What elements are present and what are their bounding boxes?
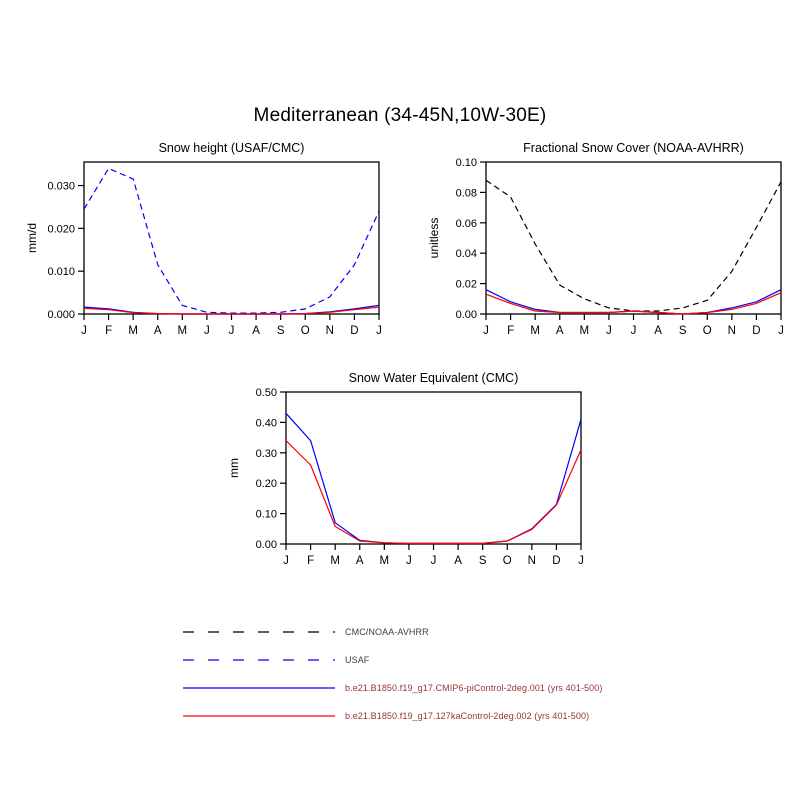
series-line [83,306,380,315]
y-tick-label: 0.08 [456,187,477,199]
y-tick-label: 0.00 [456,309,477,321]
x-tick-label: A [454,555,462,567]
x-tick-label: N [528,555,536,567]
legend-item: USAF [183,654,602,666]
y-tick-label: 0.010 [47,266,75,278]
x-tick-label: M [330,555,340,567]
x-tick-label: D [350,325,358,337]
plot-box [83,161,380,315]
y-tick-label: 0.06 [456,218,477,230]
series-line [485,292,782,315]
y-tick-label: 0.030 [47,181,75,193]
y-tick-label: 0.10 [456,157,477,169]
x-tick-label: J [283,555,289,567]
x-tick-label: O [703,325,712,337]
y-tick-label: 0.50 [256,387,277,399]
x-tick-label: M [530,325,540,337]
x-tick-label: A [154,325,162,337]
chart-svg: Snow height (USAF/CMC) 0.000 0.010 0.020 0.0… [25,141,382,337]
y-tick-label: 0.30 [256,448,277,460]
figure-title: Mediterranean (34-45N,10W-30E) [253,105,547,126]
y-tick-label: 0.40 [256,417,277,429]
panel-title: Snow Water Equivalent (CMC) [349,371,519,385]
x-tick-label: J [406,555,412,567]
x-tick-label: M [128,325,138,337]
x-tick-label: J [631,325,637,337]
x-tick-label: N [728,325,736,337]
y-tick-label: 0.00 [256,539,277,551]
plot-box [285,391,582,545]
chart-snow-height: Snow height (USAF/CMC) 0.000 0.010 0.020 0.0… [22,138,394,365]
series-line [485,289,782,315]
x-tick-label: S [479,555,487,567]
x-tick-label: J [81,325,87,337]
x-tick-label: J [578,555,584,567]
legend-line-sample [183,687,335,689]
x-tick-label: J [606,325,612,337]
chart-fractional-snow-cover: Fractional Snow Cover (NOAA-AVHRR) 0.00 0.… [424,138,796,365]
x-tick-label: M [178,325,188,337]
x-tick-label: D [752,325,760,337]
chart-svg: Fractional Snow Cover (NOAA-AVHRR) 0.00 0.… [427,141,784,337]
chart-snow-water-equivalent: Snow Water Equivalent (CMC) 0.00 0.10 0.20 0… [224,368,596,595]
x-tick-label: A [654,325,662,337]
legend-label: USAF [345,655,370,665]
legend-label: b.e21.B1850.f19_g17.CMIP6-piControl-2deg… [345,683,603,693]
x-tick-label: F [105,325,112,337]
x-tick-label: A [252,325,260,337]
legend-label: CMC/NOAA-AVHRR [345,627,429,637]
x-tick-label: J [229,325,235,337]
x-tick-label: M [380,555,390,567]
y-tick-label: 0.20 [256,478,277,490]
x-tick-label: M [580,325,590,337]
legend-label: b.e21.B1850.f19_g17.127kaControl-2deg.00… [345,711,590,721]
legend-line-sample [183,659,335,661]
panel-title: Snow height (USAF/CMC) [159,141,305,155]
x-tick-label: O [503,555,512,567]
legend-line-sample [183,715,335,717]
legend: CMC/NOAA-AVHRR USAF b.e21.B1850.f19_g17.CM… [183,626,602,738]
plot-box [485,161,782,315]
x-tick-label: J [204,325,210,337]
series-line [83,167,380,314]
chart-svg: Snow Water Equivalent (CMC) 0.00 0.10 0.20 0… [227,371,584,567]
x-tick-label: J [431,555,437,567]
panel-title: Fractional Snow Cover (NOAA-AVHRR) [523,141,744,155]
series-line [285,440,582,544]
x-tick-label: F [307,555,314,567]
x-tick-label: J [778,325,784,337]
series-line [485,179,782,312]
legend-item: b.e21.B1850.f19_g17.127kaControl-2deg.00… [183,710,602,722]
y-axis-label: mm/d [25,223,39,253]
x-tick-label: D [552,555,560,567]
x-tick-label: S [679,325,687,337]
x-tick-label: A [556,325,564,337]
y-tick-label: 0.000 [47,309,75,321]
legend-item: CMC/NOAA-AVHRR [183,626,602,638]
y-tick-label: 0.020 [47,223,75,235]
y-tick-label: 0.02 [456,279,477,291]
legend-item: b.e21.B1850.f19_g17.CMIP6-piControl-2deg… [183,682,602,694]
x-tick-label: J [376,325,382,337]
y-axis-label: mm [227,458,241,478]
x-tick-label: N [326,325,334,337]
y-axis-label: unitless [427,218,441,259]
y-tick-label: 0.10 [256,509,277,521]
y-tick-label: 0.04 [456,248,477,260]
x-tick-label: F [507,325,514,337]
x-tick-label: S [277,325,285,337]
x-tick-label: A [356,555,364,567]
x-tick-label: O [301,325,310,337]
x-tick-label: J [483,325,489,337]
legend-line-sample [183,631,335,633]
